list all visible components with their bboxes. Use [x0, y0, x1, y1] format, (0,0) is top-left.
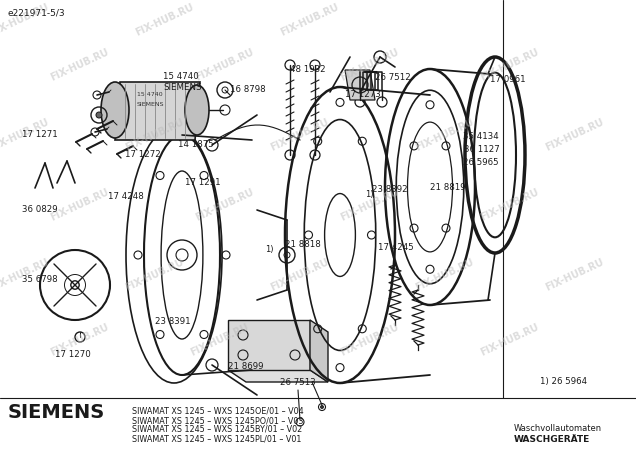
Ellipse shape	[101, 82, 129, 138]
Circle shape	[96, 112, 102, 118]
Text: FIX-HUB.RU: FIX-HUB.RU	[194, 47, 256, 83]
Text: SIEMENS: SIEMENS	[8, 402, 105, 422]
Text: 17 1291: 17 1291	[185, 178, 221, 187]
Text: 14 1875: 14 1875	[178, 140, 214, 149]
Text: 26 7512: 26 7512	[375, 73, 411, 82]
Text: 21 8818: 21 8818	[285, 240, 321, 249]
Text: SIEMENS: SIEMENS	[137, 102, 165, 107]
Text: 17 1273: 17 1273	[345, 90, 381, 99]
Text: FIX-HUB.RU: FIX-HUB.RU	[124, 117, 186, 153]
Text: FIX-HUB.RU: FIX-HUB.RU	[194, 187, 256, 223]
Ellipse shape	[185, 85, 209, 135]
Circle shape	[321, 405, 324, 409]
Text: FIX-HUB.RU: FIX-HUB.RU	[0, 117, 51, 153]
Text: FIX-HUB.RU: FIX-HUB.RU	[124, 257, 186, 293]
Text: FIX-HUB.RU: FIX-HUB.RU	[189, 322, 251, 358]
Text: FIX-HUB.RU: FIX-HUB.RU	[414, 117, 476, 153]
Text: 17 1272: 17 1272	[125, 150, 161, 159]
Text: SIEMENS: SIEMENS	[163, 83, 202, 92]
Text: FIX-HUB.RU: FIX-HUB.RU	[279, 2, 341, 38]
Text: SIWAMAT XS 1245 – WXS 1245PL/01 – V01: SIWAMAT XS 1245 – WXS 1245PL/01 – V01	[132, 434, 301, 443]
Text: FIX-HUB.RU: FIX-HUB.RU	[49, 47, 111, 83]
Text: 35 4134: 35 4134	[463, 132, 499, 141]
Text: FIX-HUB.RU: FIX-HUB.RU	[49, 187, 111, 223]
Text: FIX-HUB.RU: FIX-HUB.RU	[339, 322, 401, 358]
Text: FIX-HUB.RU: FIX-HUB.RU	[0, 257, 51, 293]
Text: FIX-HUB.RU: FIX-HUB.RU	[134, 2, 196, 38]
Text: 26 7513: 26 7513	[280, 378, 315, 387]
Text: 17 4245: 17 4245	[378, 243, 414, 252]
Text: 17 4248: 17 4248	[108, 192, 144, 201]
Text: FIX-HUB.RU: FIX-HUB.RU	[479, 322, 541, 358]
Text: 21 8819: 21 8819	[430, 183, 466, 192]
Text: 23 8391: 23 8391	[155, 317, 191, 326]
Text: WASCHGERÄTE: WASCHGERÄTE	[514, 435, 590, 444]
Polygon shape	[228, 320, 310, 370]
Text: 36 1127: 36 1127	[464, 145, 500, 154]
Text: 36 0829: 36 0829	[22, 205, 58, 214]
Polygon shape	[115, 82, 200, 140]
Text: 15 4740: 15 4740	[137, 92, 163, 97]
Text: 1): 1)	[265, 245, 273, 254]
Text: FIX-HUB.RU: FIX-HUB.RU	[269, 257, 331, 293]
Text: 23 8392: 23 8392	[372, 185, 408, 194]
Text: FIX-HUB.RU: FIX-HUB.RU	[544, 257, 606, 293]
Text: FIX-HUB.RU: FIX-HUB.RU	[0, 2, 51, 38]
Text: 17 0961: 17 0961	[490, 75, 525, 84]
Text: 1): 1)	[365, 190, 373, 199]
Text: 48 1932: 48 1932	[290, 65, 326, 74]
Text: 21 8699: 21 8699	[228, 362, 263, 371]
Text: 26 5965: 26 5965	[463, 158, 499, 167]
Text: SIWAMAT XS 1245 – WXS 1245PO/01 – V03: SIWAMAT XS 1245 – WXS 1245PO/01 – V03	[132, 416, 303, 425]
Text: FIX-HUB.RU: FIX-HUB.RU	[339, 187, 401, 223]
Text: FIX-HUB.RU: FIX-HUB.RU	[544, 117, 606, 153]
Text: FIX-HUB.RU: FIX-HUB.RU	[339, 47, 401, 83]
Text: FIX-HUB.RU: FIX-HUB.RU	[49, 322, 111, 358]
Text: Waschvollautomaten: Waschvollautomaten	[514, 424, 602, 433]
Polygon shape	[345, 70, 375, 100]
Text: FIX-HUB.RU: FIX-HUB.RU	[479, 47, 541, 83]
Text: SIWAMAT XS 1245 – WXS 1245BY/01 – V02: SIWAMAT XS 1245 – WXS 1245BY/01 – V02	[132, 425, 302, 434]
Text: 35 6798: 35 6798	[22, 275, 58, 284]
Text: 1) 26 5964: 1) 26 5964	[540, 377, 587, 386]
Text: FIX-HUB.RU: FIX-HUB.RU	[479, 187, 541, 223]
Text: FIX-HUB.RU: FIX-HUB.RU	[269, 117, 331, 153]
Polygon shape	[310, 320, 328, 382]
Text: 16 8798: 16 8798	[230, 85, 266, 94]
Polygon shape	[228, 370, 328, 382]
Text: 15 4740: 15 4740	[163, 72, 198, 81]
Text: FIX-HUB.RU: FIX-HUB.RU	[414, 257, 476, 293]
Text: SIWAMAT XS 1245 – WXS 1245OE/01 – V04: SIWAMAT XS 1245 – WXS 1245OE/01 – V04	[132, 407, 303, 416]
Text: 17 1270: 17 1270	[55, 350, 91, 359]
Text: e221971-5/3: e221971-5/3	[8, 8, 66, 17]
Text: 17 1271: 17 1271	[22, 130, 58, 139]
